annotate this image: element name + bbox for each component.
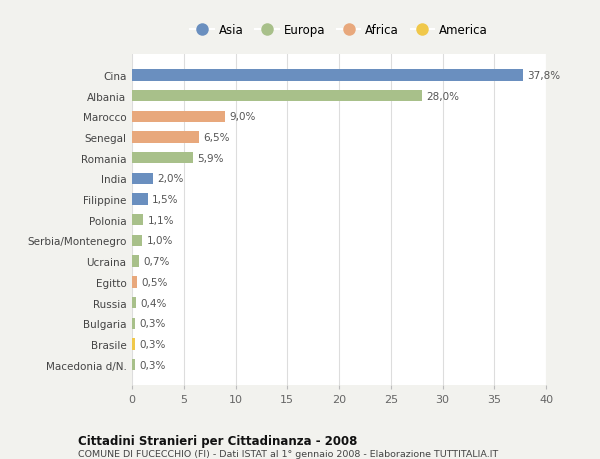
Text: 1,5%: 1,5% xyxy=(152,195,178,205)
Text: 1,0%: 1,0% xyxy=(146,236,173,246)
Legend: Asia, Europa, Africa, America: Asia, Europa, Africa, America xyxy=(188,21,490,39)
Bar xyxy=(132,215,143,226)
Bar xyxy=(132,174,152,185)
Text: 28,0%: 28,0% xyxy=(426,91,459,101)
Text: 0,5%: 0,5% xyxy=(142,277,167,287)
Bar xyxy=(132,70,523,81)
Text: 5,9%: 5,9% xyxy=(197,153,224,163)
Text: 1,1%: 1,1% xyxy=(148,215,174,225)
Bar xyxy=(132,256,139,267)
Text: Cittadini Stranieri per Cittadinanza - 2008: Cittadini Stranieri per Cittadinanza - 2… xyxy=(78,434,358,447)
Text: 0,7%: 0,7% xyxy=(143,257,170,267)
Bar xyxy=(132,318,135,329)
Text: 0,3%: 0,3% xyxy=(139,319,166,329)
Bar xyxy=(132,91,422,102)
Bar xyxy=(132,153,193,164)
Bar xyxy=(132,339,135,350)
Text: 2,0%: 2,0% xyxy=(157,174,183,184)
Text: 0,3%: 0,3% xyxy=(139,360,166,370)
Bar xyxy=(132,194,148,205)
Bar xyxy=(132,277,137,288)
Bar xyxy=(132,235,142,246)
Text: COMUNE DI FUCECCHIO (FI) - Dati ISTAT al 1° gennaio 2008 - Elaborazione TUTTITAL: COMUNE DI FUCECCHIO (FI) - Dati ISTAT al… xyxy=(78,449,498,458)
Bar xyxy=(132,297,136,308)
Text: 37,8%: 37,8% xyxy=(527,71,560,81)
Bar xyxy=(132,359,135,370)
Text: 9,0%: 9,0% xyxy=(229,112,256,122)
Text: 6,5%: 6,5% xyxy=(203,133,230,143)
Bar xyxy=(132,112,225,123)
Text: 0,4%: 0,4% xyxy=(140,298,167,308)
Bar xyxy=(132,132,199,143)
Text: 0,3%: 0,3% xyxy=(139,339,166,349)
